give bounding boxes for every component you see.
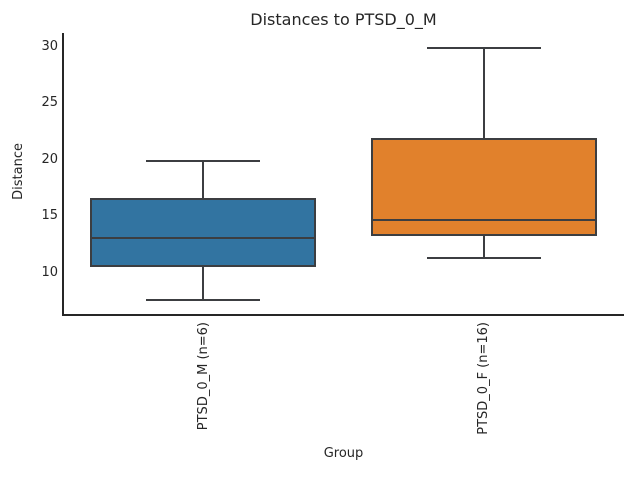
whisker-upper-cap [426, 46, 541, 49]
median-line-group-1 [372, 218, 595, 221]
y-axis-spine [62, 33, 64, 316]
whisker-lower-cap [146, 299, 261, 302]
x-tick-label: PTSD_0_F (n=16) [476, 322, 492, 435]
box-group-0 [90, 198, 317, 268]
y-tick-label: 25 [41, 95, 58, 111]
whisker-upper-stem [482, 47, 485, 139]
median-line-group-0 [92, 236, 315, 239]
y-tick-label: 30 [41, 38, 58, 54]
whisker-upper-stem [202, 160, 205, 199]
y-tick-label: 15 [41, 208, 58, 224]
whisker-lower-stem [482, 235, 485, 259]
box-group-1 [370, 138, 597, 236]
chart-title: Distances to PTSD_0_M [250, 10, 437, 29]
x-axis-label: Group [323, 446, 364, 461]
x-axis-spine [62, 314, 624, 316]
whisker-lower-stem [202, 267, 205, 301]
whisker-upper-cap [146, 159, 261, 162]
y-tick-label: 10 [41, 265, 58, 281]
y-tick-label: 20 [41, 151, 58, 167]
x-tick-label: PTSD_0_M (n=6) [195, 322, 211, 431]
whisker-lower-cap [426, 257, 541, 260]
